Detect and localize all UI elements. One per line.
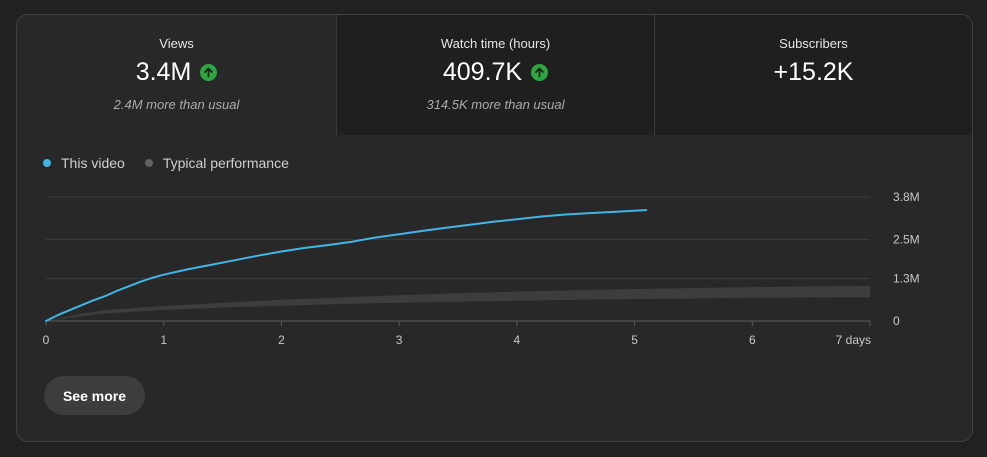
chart-legend: This video Typical performance (43, 155, 309, 171)
x-tick-label: 2 (278, 333, 285, 347)
x-tick-label: 5 (631, 333, 638, 347)
tab-value-row: 3.4M (136, 56, 218, 88)
y-tick-label: 3.8M (893, 190, 920, 204)
x-tick-label: 3 (396, 333, 403, 347)
arrow-up-icon (200, 63, 218, 81)
analytics-card: Views 3.4M 2.4M more than usual Watch ti… (16, 14, 973, 442)
tab-value-row: 409.7K (442, 56, 549, 88)
tab-value: 3.4M (135, 58, 192, 86)
see-more-button[interactable]: See more (44, 376, 145, 415)
views-chart: 0 1.3M 2.5M 3.8M 0 1 2 3 4 5 6 7 days (43, 190, 920, 347)
x-tick-label: 7 days (836, 333, 871, 347)
x-tick-label: 0 (43, 333, 50, 347)
arrow-up-icon (531, 63, 549, 81)
x-tick-label: 1 (160, 333, 167, 347)
x-tick-label: 4 (514, 333, 521, 347)
legend-label: This video (61, 155, 125, 171)
tab-sub: 314.5K more than usual (426, 97, 565, 112)
typical-performance-band (46, 285, 870, 321)
tab-watch-time[interactable]: Watch time (hours) 409.7K 314.5K more th… (336, 15, 654, 135)
tab-views[interactable]: Views 3.4M 2.4M more than usual (17, 15, 336, 135)
tab-label: Subscribers (779, 36, 848, 51)
metric-tabs: Views 3.4M 2.4M more than usual Watch ti… (17, 15, 972, 135)
tab-label: Watch time (hours) (440, 36, 551, 51)
y-tick-label: 1.3M (893, 272, 920, 286)
tab-subscribers[interactable]: Subscribers +15.2K (654, 15, 972, 135)
legend-label: Typical performance (162, 155, 289, 171)
y-tick-label: 2.5M (893, 232, 920, 246)
tab-sub: 2.4M more than usual (113, 97, 240, 112)
legend-dot-icon (144, 159, 153, 167)
legend-dot-icon (43, 159, 51, 167)
y-tick-label: 0 (893, 314, 900, 328)
tab-value: +15.2K (773, 58, 854, 86)
legend-item-typical: Typical performance (144, 155, 289, 171)
tab-value: 409.7K (442, 58, 523, 86)
this-video-line (45, 209, 648, 322)
tab-label: Views (159, 36, 194, 51)
tab-value-row: +15.2K (774, 56, 854, 88)
legend-item-this-video: This video (43, 155, 125, 171)
x-tick-label: 6 (749, 333, 756, 347)
